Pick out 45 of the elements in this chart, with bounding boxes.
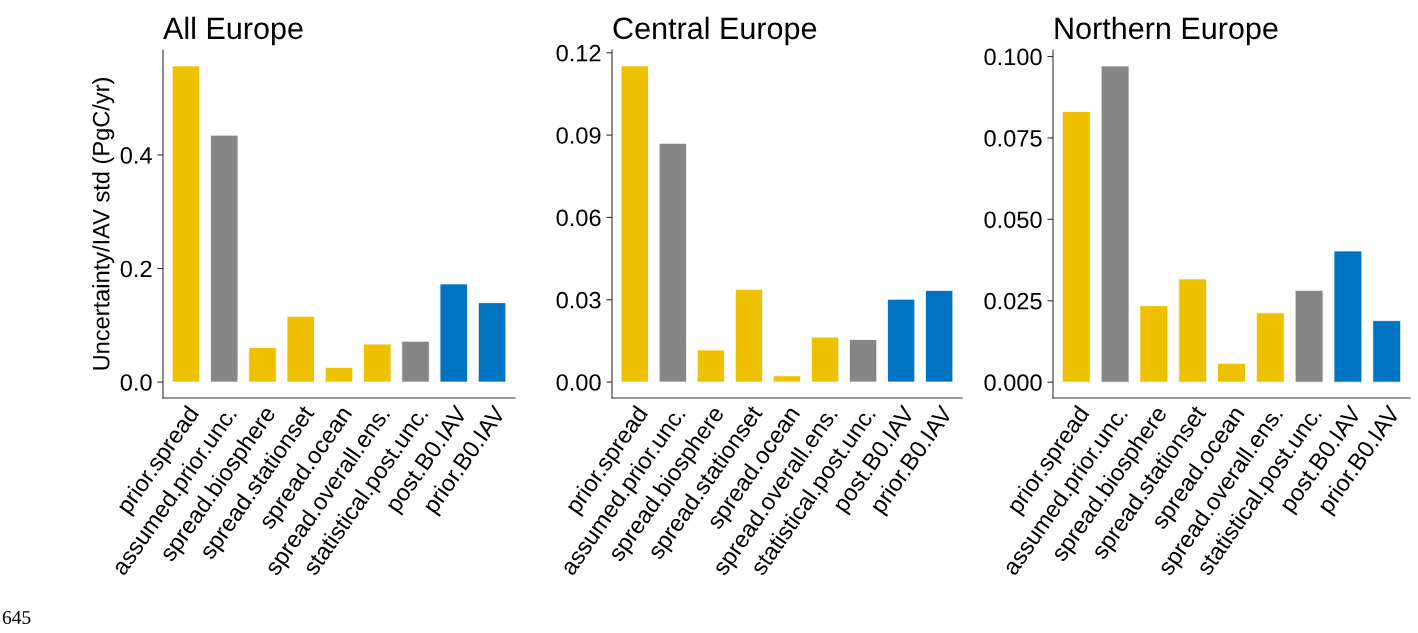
bar: [658, 142, 687, 383]
bar: [210, 134, 239, 383]
bar: [734, 288, 764, 383]
y-tick-label: 0.0: [120, 374, 152, 391]
bar: [324, 366, 354, 383]
bar: [848, 339, 878, 383]
bar: [810, 336, 840, 383]
y-tick-label: 0.2: [120, 260, 152, 278]
y-tick-label: 0.06: [556, 209, 601, 227]
bar: [1139, 305, 1169, 383]
bar: [1217, 362, 1246, 383]
y-tick-label: 0.09: [556, 127, 601, 144]
bar: [887, 298, 916, 383]
bar: [477, 302, 507, 383]
bar: [363, 343, 392, 383]
y-tick-label: 0.00: [556, 374, 601, 391]
bar: [1255, 312, 1285, 383]
chart-title: Central Europe: [613, 16, 817, 46]
bar: [439, 283, 468, 383]
chart-title: Northern Europe: [1055, 16, 1278, 46]
y-tick-label: 0.050: [984, 211, 1042, 229]
bar: [772, 375, 802, 383]
bar: [248, 347, 277, 383]
y-tick-label: 0.100: [984, 48, 1042, 66]
bar: [1294, 289, 1324, 383]
y-tick-label: 0.12: [556, 44, 601, 62]
text: 645: [2, 610, 31, 625]
bar: [1061, 111, 1091, 383]
bar: [1100, 65, 1130, 383]
bar: [925, 290, 954, 383]
bar: [696, 349, 726, 383]
bar: [1372, 320, 1402, 383]
bar: [401, 340, 430, 383]
bar: [1178, 278, 1208, 383]
bar: [171, 65, 201, 383]
y-tick-label: 0.03: [556, 291, 601, 309]
y-tick-label: 0.000: [984, 374, 1042, 391]
bar: [286, 315, 315, 383]
bar: [620, 65, 649, 383]
bar: [1333, 250, 1363, 383]
y-tick-label: 0.4: [120, 147, 152, 164]
chart-title: All Europe: [163, 16, 303, 46]
y-tick-label: 0.075: [984, 130, 1042, 147]
y-axis-title: Uncertainty/IAV std (PgC/yr): [92, 78, 115, 370]
y-tick-label: 0.025: [984, 292, 1042, 310]
